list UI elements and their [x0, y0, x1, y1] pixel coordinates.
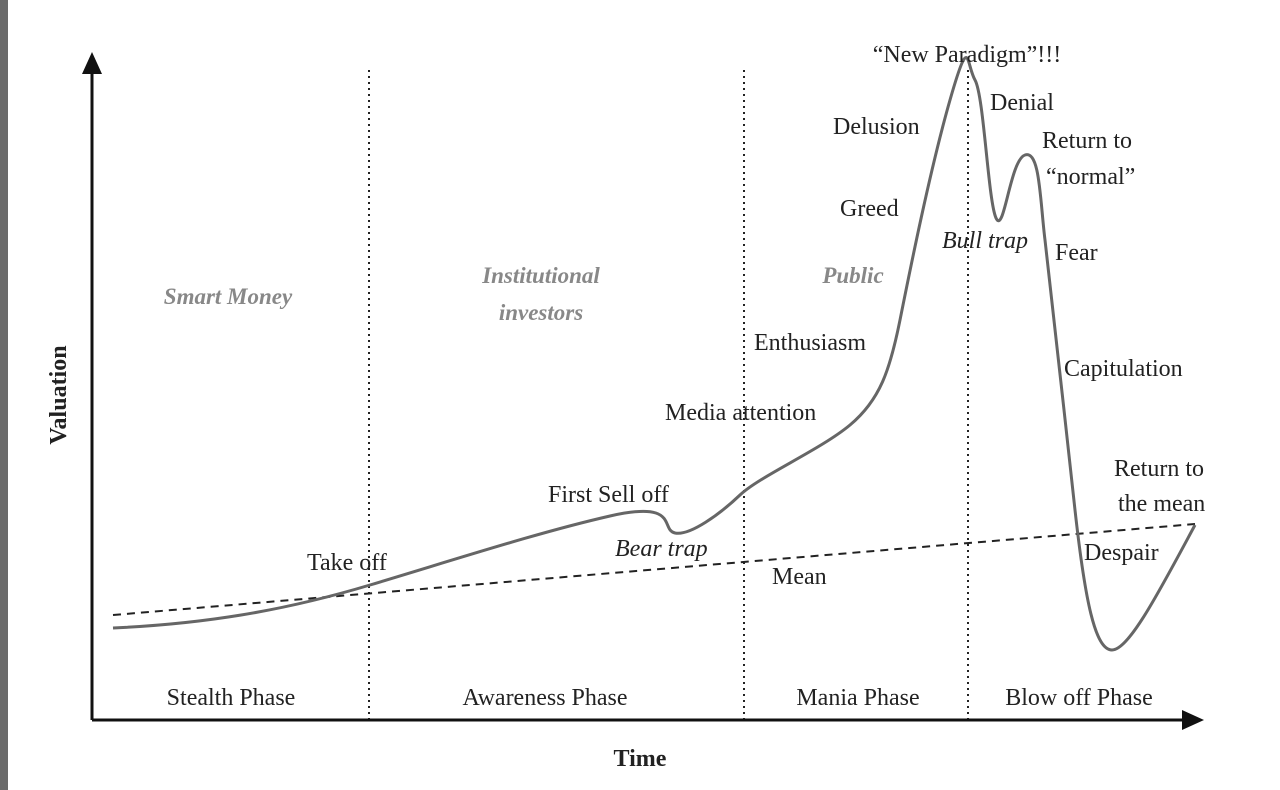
annotation: Bear trap [615, 536, 708, 562]
phase-dividers [368, 70, 969, 720]
annotation: Capitulation [1064, 356, 1183, 382]
annotation: “New Paradigm”!!! [873, 42, 1062, 68]
annotation: Take off [307, 550, 387, 576]
annotation: Return to [1042, 128, 1132, 154]
annotation: Despair [1084, 540, 1159, 566]
group-label: Institutional [481, 263, 600, 288]
group-label: investors [499, 300, 583, 325]
group-label: Smart Money [164, 284, 293, 309]
annotation: Fear [1055, 240, 1098, 266]
annotation: the mean [1118, 491, 1205, 517]
annotation: Bull trap [942, 228, 1028, 254]
annotation: Mean [772, 564, 827, 590]
annotation: First Sell off [548, 482, 669, 508]
annotation: Greed [840, 196, 899, 222]
annotation: Return to [1114, 456, 1204, 482]
y-axis-label: Valuation [46, 345, 72, 444]
annotation: Delusion [833, 114, 920, 140]
phase-label: Stealth Phase [167, 685, 296, 711]
valuation-curve [112, 56, 1197, 652]
group-label: Public [821, 263, 883, 288]
annotation: Enthusiasm [754, 330, 866, 356]
phase-label: Mania Phase [796, 685, 919, 711]
x-axis-label: Time [614, 746, 667, 772]
annotation: “normal” [1046, 164, 1135, 190]
left-edge [0, 0, 8, 790]
annotation: Denial [990, 90, 1054, 116]
phase-label: Awareness Phase [462, 685, 627, 711]
phase-label: Blow off Phase [1005, 685, 1153, 711]
annotation: Media attention [665, 400, 816, 426]
axes [82, 52, 1204, 730]
